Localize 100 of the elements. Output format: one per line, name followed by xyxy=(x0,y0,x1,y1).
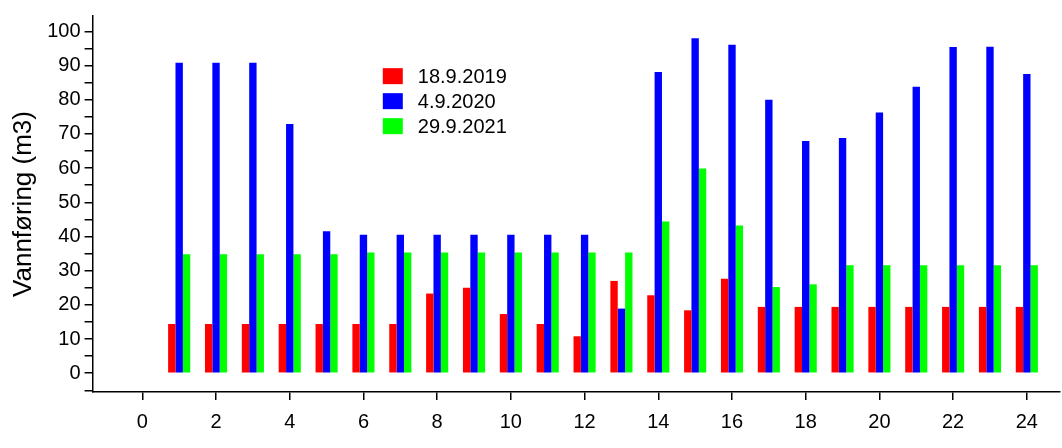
y-tick-label: 60 xyxy=(58,155,81,178)
y-tick-label: 40 xyxy=(58,223,81,246)
x-tick-label: 20 xyxy=(868,409,891,432)
bar xyxy=(772,287,780,373)
y-tick-label: 30 xyxy=(58,258,81,281)
y-tick-label: 90 xyxy=(58,53,81,76)
bar xyxy=(846,265,854,373)
bar xyxy=(978,306,987,373)
bar xyxy=(794,306,803,373)
bar xyxy=(993,265,1002,373)
x-tick-label: 4 xyxy=(284,409,296,432)
bar xyxy=(367,252,375,373)
bar xyxy=(403,252,412,373)
bar xyxy=(875,112,884,373)
x-tick-label: 10 xyxy=(499,409,522,432)
bar xyxy=(647,295,655,373)
y-tick-label: 100 xyxy=(47,18,81,41)
bar xyxy=(293,254,301,373)
bar xyxy=(389,323,397,373)
y-axis-title: Vannføring (m3) xyxy=(6,111,37,297)
x-tick-label: 16 xyxy=(720,409,744,432)
bar xyxy=(765,99,773,373)
bar xyxy=(573,336,581,373)
bar xyxy=(462,287,471,373)
x-tick-label: 6 xyxy=(357,409,370,432)
bar xyxy=(617,308,626,373)
bar xyxy=(256,254,264,373)
x-tick-label: 0 xyxy=(136,409,148,432)
legend-label: 29.9.2021 xyxy=(417,114,507,137)
bar xyxy=(219,254,228,373)
bar xyxy=(1030,265,1038,373)
bar xyxy=(949,47,957,373)
x-tick-label: 22 xyxy=(942,409,965,432)
bar xyxy=(698,168,707,373)
bar xyxy=(654,72,662,373)
y-tick-label: 0 xyxy=(69,360,81,383)
bar xyxy=(544,234,552,373)
bar xyxy=(691,38,699,373)
bar xyxy=(315,323,323,373)
bar xyxy=(883,265,891,373)
bar xyxy=(588,252,596,373)
bar xyxy=(625,252,633,373)
bar xyxy=(551,252,559,373)
x-tick-label: 24 xyxy=(1015,409,1038,432)
bar xyxy=(182,254,191,373)
bar xyxy=(919,265,928,373)
bar xyxy=(1023,74,1031,373)
bar xyxy=(514,252,522,373)
bar xyxy=(212,62,220,373)
bar xyxy=(440,252,449,373)
y-tick-label: 80 xyxy=(58,87,81,110)
bar xyxy=(802,141,810,373)
bar xyxy=(580,234,589,373)
bar xyxy=(838,138,847,373)
bar xyxy=(942,306,950,373)
bar xyxy=(1015,306,1024,373)
x-tick-label: 2 xyxy=(210,409,222,432)
bar xyxy=(831,306,839,373)
bar xyxy=(499,314,508,373)
bar xyxy=(241,323,250,373)
x-tick-label: 12 xyxy=(573,409,596,432)
bar xyxy=(433,234,441,373)
bar xyxy=(912,86,920,373)
bar xyxy=(661,221,670,373)
bar xyxy=(396,234,404,373)
bar xyxy=(905,306,913,373)
bar xyxy=(868,306,876,373)
bar xyxy=(359,234,368,373)
bar xyxy=(168,323,176,373)
bar xyxy=(175,62,183,373)
x-tick-label: 18 xyxy=(794,409,817,432)
bar xyxy=(684,310,692,373)
y-tick-label: 50 xyxy=(58,189,81,212)
bar xyxy=(720,278,729,373)
bar xyxy=(735,225,744,373)
y-tick-label: 20 xyxy=(58,292,81,315)
y-tick-label: 10 xyxy=(58,326,81,349)
bar xyxy=(809,284,817,373)
legend-label: 4.9.2020 xyxy=(417,89,496,112)
legend-label: 18.9.2019 xyxy=(417,64,507,87)
bar xyxy=(956,265,965,373)
bar xyxy=(757,306,766,373)
bar xyxy=(507,234,515,373)
bar xyxy=(610,280,618,373)
bar xyxy=(278,323,287,373)
bar xyxy=(477,252,486,373)
bar xyxy=(322,231,331,373)
bar xyxy=(536,323,545,373)
bar xyxy=(330,254,338,373)
bar xyxy=(352,323,360,373)
bar xyxy=(204,323,213,373)
bar xyxy=(728,44,736,373)
x-tick-label: 14 xyxy=(647,409,670,432)
x-tick-label: 8 xyxy=(431,409,443,432)
bar xyxy=(470,234,478,373)
bar xyxy=(249,62,257,373)
bar xyxy=(426,293,434,373)
bar xyxy=(986,46,994,373)
bar xyxy=(286,124,294,373)
y-tick-label: 70 xyxy=(58,121,81,144)
